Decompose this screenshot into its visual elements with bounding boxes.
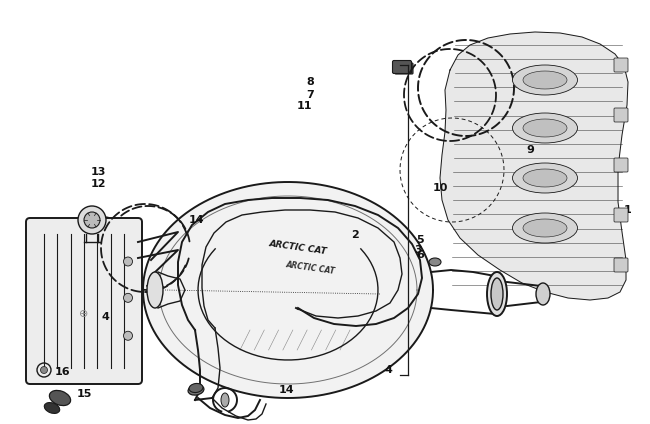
Ellipse shape [512,213,577,243]
Ellipse shape [536,283,550,305]
Text: 5: 5 [416,235,424,245]
Ellipse shape [512,113,577,143]
Ellipse shape [523,71,567,89]
Text: 2: 2 [351,230,359,240]
Text: 3: 3 [414,245,422,255]
Polygon shape [143,182,433,398]
Circle shape [78,206,106,234]
Text: 6: 6 [416,250,424,260]
Text: ⊕: ⊕ [79,309,88,319]
FancyBboxPatch shape [336,276,362,294]
Polygon shape [440,32,628,300]
Text: ARCTIC CAT: ARCTIC CAT [285,260,335,276]
Text: 4: 4 [384,365,392,375]
Ellipse shape [512,163,577,193]
Text: 3: 3 [144,285,152,295]
Circle shape [40,366,47,374]
FancyBboxPatch shape [614,208,628,222]
Text: 7: 7 [306,90,314,100]
Text: 14: 14 [188,215,204,225]
Circle shape [84,212,100,228]
FancyBboxPatch shape [614,258,628,272]
Ellipse shape [221,393,229,407]
FancyBboxPatch shape [393,61,411,73]
Text: 4: 4 [101,312,109,322]
Circle shape [124,257,133,266]
Text: 12: 12 [90,179,106,189]
FancyBboxPatch shape [614,58,628,72]
Ellipse shape [188,385,204,395]
Text: 15: 15 [76,389,92,399]
FancyBboxPatch shape [614,158,628,172]
Text: 16: 16 [54,367,70,377]
Ellipse shape [512,65,577,95]
Ellipse shape [491,278,503,310]
Circle shape [124,331,133,340]
Text: 13: 13 [90,167,106,177]
FancyBboxPatch shape [614,108,628,122]
Text: 8: 8 [306,77,314,87]
FancyBboxPatch shape [395,63,413,74]
Ellipse shape [523,119,567,137]
Text: 10: 10 [432,183,448,193]
Ellipse shape [49,391,71,406]
Ellipse shape [429,258,441,266]
Ellipse shape [523,169,567,187]
Text: 1: 1 [624,205,632,215]
Ellipse shape [98,217,111,227]
Text: ARCTIC CAT: ARCTIC CAT [268,240,328,257]
Ellipse shape [523,219,567,237]
Ellipse shape [147,272,163,308]
Text: 14: 14 [278,385,294,395]
Ellipse shape [101,223,114,233]
Ellipse shape [291,257,329,279]
Text: 11: 11 [296,101,312,111]
Ellipse shape [189,383,203,393]
FancyBboxPatch shape [26,218,142,384]
Ellipse shape [487,272,507,316]
Ellipse shape [44,402,60,413]
Circle shape [124,293,133,302]
Text: 9: 9 [526,145,534,155]
